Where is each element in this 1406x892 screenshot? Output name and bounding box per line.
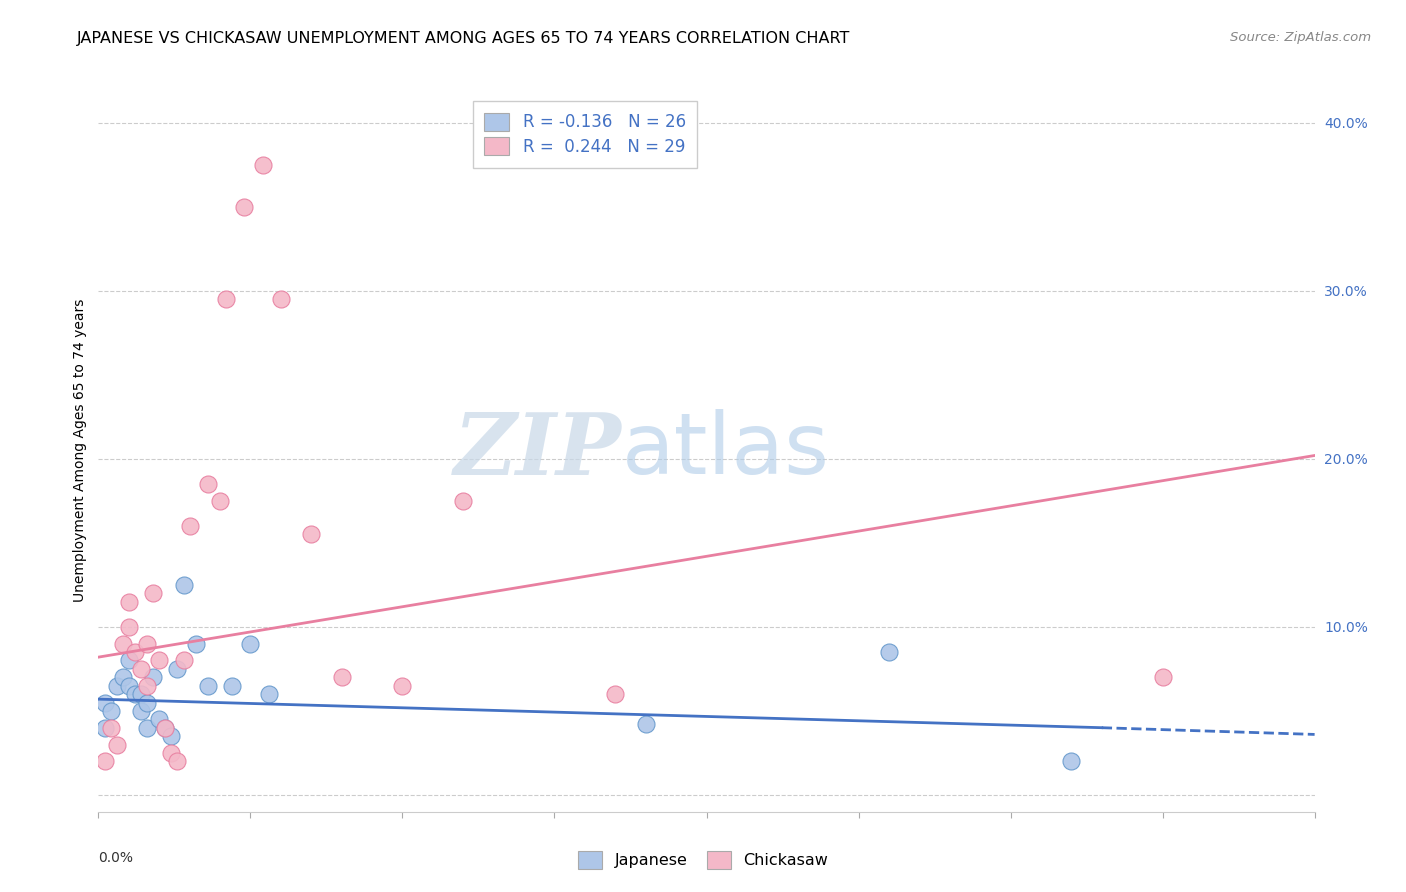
- Point: [634, 717, 657, 731]
- Point: [100, 721, 122, 735]
- Point: [118, 620, 141, 634]
- Point: [605, 687, 627, 701]
- Point: [124, 687, 146, 701]
- Point: [93, 721, 115, 735]
- Point: [160, 746, 183, 760]
- Point: [93, 696, 115, 710]
- Text: Source: ZipAtlas.com: Source: ZipAtlas.com: [1230, 31, 1371, 45]
- Point: [160, 729, 183, 743]
- Point: [136, 721, 159, 735]
- Point: [129, 704, 152, 718]
- Text: 0.0%: 0.0%: [98, 852, 134, 865]
- Point: [252, 158, 274, 172]
- Point: [215, 292, 238, 306]
- Point: [173, 578, 195, 592]
- Text: ZIP: ZIP: [454, 409, 621, 492]
- Point: [1152, 670, 1174, 684]
- Point: [1060, 754, 1083, 768]
- Point: [129, 687, 152, 701]
- Point: [148, 712, 170, 726]
- Point: [105, 679, 128, 693]
- Point: [184, 637, 207, 651]
- Y-axis label: Unemployment Among Ages 65 to 74 years: Unemployment Among Ages 65 to 74 years: [73, 299, 87, 602]
- Point: [257, 687, 280, 701]
- Point: [93, 754, 115, 768]
- Point: [270, 292, 292, 306]
- Point: [179, 519, 201, 533]
- Point: [233, 200, 256, 214]
- Point: [155, 721, 177, 735]
- Point: [129, 662, 152, 676]
- Text: atlas: atlas: [621, 409, 830, 492]
- Point: [330, 670, 353, 684]
- Point: [136, 637, 159, 651]
- Point: [118, 653, 141, 667]
- Point: [136, 696, 159, 710]
- Point: [166, 754, 188, 768]
- Point: [142, 670, 165, 684]
- Point: [197, 477, 219, 491]
- Point: [391, 679, 413, 693]
- Point: [299, 527, 322, 541]
- Point: [118, 679, 141, 693]
- Point: [221, 679, 243, 693]
- Point: [148, 653, 170, 667]
- Point: [166, 662, 188, 676]
- Point: [453, 494, 475, 508]
- Point: [142, 586, 165, 600]
- Legend: Japanese, Chickasaw: Japanese, Chickasaw: [571, 845, 835, 875]
- Text: JAPANESE VS CHICKASAW UNEMPLOYMENT AMONG AGES 65 TO 74 YEARS CORRELATION CHART: JAPANESE VS CHICKASAW UNEMPLOYMENT AMONG…: [77, 31, 851, 46]
- Point: [209, 494, 232, 508]
- Point: [197, 679, 219, 693]
- Point: [111, 637, 134, 651]
- Point: [136, 679, 159, 693]
- Point: [124, 645, 146, 659]
- Point: [155, 721, 177, 735]
- Legend: R = -0.136   N = 26, R =  0.244   N = 29: R = -0.136 N = 26, R = 0.244 N = 29: [472, 101, 697, 168]
- Point: [877, 645, 900, 659]
- Point: [173, 653, 195, 667]
- Point: [239, 637, 262, 651]
- Point: [105, 738, 128, 752]
- Point: [118, 595, 141, 609]
- Point: [111, 670, 134, 684]
- Point: [100, 704, 122, 718]
